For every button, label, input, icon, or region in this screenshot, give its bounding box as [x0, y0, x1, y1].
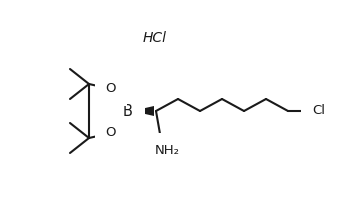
- Text: NH₂: NH₂: [155, 144, 179, 157]
- Text: HCl: HCl: [143, 31, 167, 45]
- Polygon shape: [132, 106, 154, 116]
- Text: O: O: [106, 83, 116, 95]
- Text: O: O: [106, 126, 116, 140]
- Text: B: B: [123, 103, 133, 118]
- Text: Cl: Cl: [312, 105, 325, 118]
